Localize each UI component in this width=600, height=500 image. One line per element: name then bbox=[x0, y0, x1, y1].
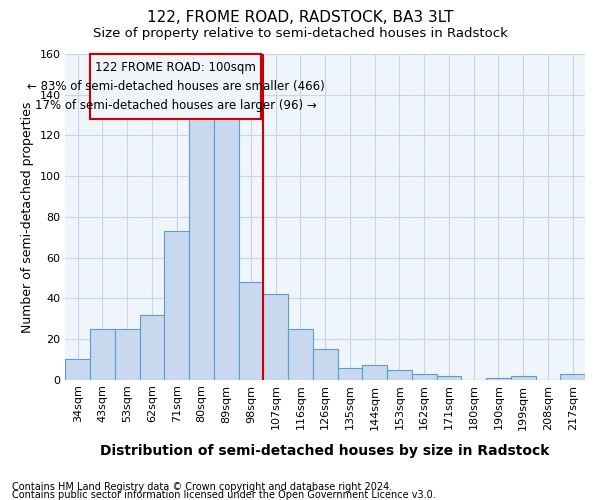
Bar bbox=[437, 376, 461, 380]
Text: Size of property relative to semi-detached houses in Radstock: Size of property relative to semi-detach… bbox=[92, 28, 508, 40]
Bar bbox=[65, 360, 90, 380]
Bar bbox=[288, 329, 313, 380]
X-axis label: Distribution of semi-detached houses by size in Radstock: Distribution of semi-detached houses by … bbox=[100, 444, 550, 458]
Bar bbox=[511, 376, 536, 380]
FancyBboxPatch shape bbox=[90, 54, 261, 119]
Bar bbox=[387, 370, 412, 380]
Bar bbox=[90, 329, 115, 380]
Bar bbox=[560, 374, 585, 380]
Bar bbox=[214, 109, 239, 380]
Y-axis label: Number of semi-detached properties: Number of semi-detached properties bbox=[21, 101, 34, 332]
Bar bbox=[164, 231, 189, 380]
Bar bbox=[189, 111, 214, 380]
Bar bbox=[338, 368, 362, 380]
Bar bbox=[362, 366, 387, 380]
Bar bbox=[486, 378, 511, 380]
Text: 122, FROME ROAD, RADSTOCK, BA3 3LT: 122, FROME ROAD, RADSTOCK, BA3 3LT bbox=[147, 10, 453, 25]
Text: Contains public sector information licensed under the Open Government Licence v3: Contains public sector information licen… bbox=[12, 490, 436, 500]
Text: 122 FROME ROAD: 100sqm
← 83% of semi-detached houses are smaller (466)
17% of se: 122 FROME ROAD: 100sqm ← 83% of semi-det… bbox=[26, 61, 325, 112]
Bar bbox=[412, 374, 437, 380]
Text: Contains HM Land Registry data © Crown copyright and database right 2024.: Contains HM Land Registry data © Crown c… bbox=[12, 482, 392, 492]
Bar bbox=[313, 349, 338, 380]
Bar bbox=[140, 314, 164, 380]
Bar bbox=[263, 294, 288, 380]
Bar bbox=[239, 282, 263, 380]
Bar bbox=[115, 329, 140, 380]
